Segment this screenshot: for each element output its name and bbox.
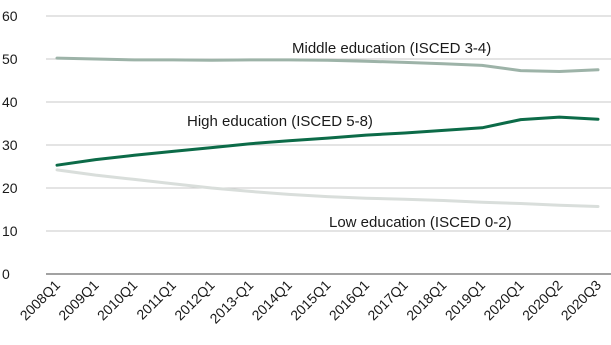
x-axis-ticks: 2008Q12009Q12010Q12011Q12012Q12013-Q1201… — [17, 277, 605, 327]
x-tick-label-9: 2017Q1 — [364, 277, 411, 324]
y-axis-ticks: 0 10 20 30 40 50 60 — [2, 8, 18, 282]
x-tick-label-14: 2020Q3 — [558, 277, 605, 324]
series-line-0 — [55, 56, 600, 73]
x-tick-label-0: 2008Q1 — [17, 277, 64, 324]
x-tick-label-7: 2015Q1 — [287, 277, 334, 324]
x-tick-label-10: 2018Q1 — [403, 277, 450, 324]
series-label-1: High education (ISCED 5-8) — [187, 113, 373, 130]
x-tick-label-11: 2019Q1 — [442, 277, 489, 324]
y-tick-label-10: 10 — [2, 223, 18, 239]
x-tick-label-1: 2009Q1 — [55, 277, 102, 324]
y-tick-label-60: 60 — [2, 8, 18, 24]
x-tick-label-5: 2013-Q1 — [206, 277, 256, 327]
y-tick-label-50: 50 — [2, 51, 18, 67]
y-tick-label-0: 0 — [2, 266, 10, 282]
series-line-2 — [55, 168, 600, 208]
series-label-2: Low education (ISCED 0-2) — [329, 214, 512, 231]
x-tick-label-13: 2020Q2 — [519, 277, 566, 324]
series-line-1 — [55, 115, 600, 167]
y-tick-label-30: 30 — [2, 137, 18, 153]
y-tick-label-40: 40 — [2, 94, 18, 110]
x-tick-label-8: 2016Q1 — [326, 277, 373, 324]
x-tick-label-6: 2014Q1 — [248, 277, 295, 324]
series-label-0: Middle education (ISCED 3-4) — [292, 40, 491, 57]
x-tick-label-2: 2010Q1 — [94, 277, 141, 324]
y-tick-label-20: 20 — [2, 180, 18, 196]
x-tick-label-3: 2011Q1 — [133, 277, 179, 323]
series-lines — [55, 56, 600, 208]
x-tick-label-12: 2020Q1 — [480, 277, 527, 324]
series-labels: Middle education (ISCED 3-4) High educati… — [187, 40, 512, 231]
